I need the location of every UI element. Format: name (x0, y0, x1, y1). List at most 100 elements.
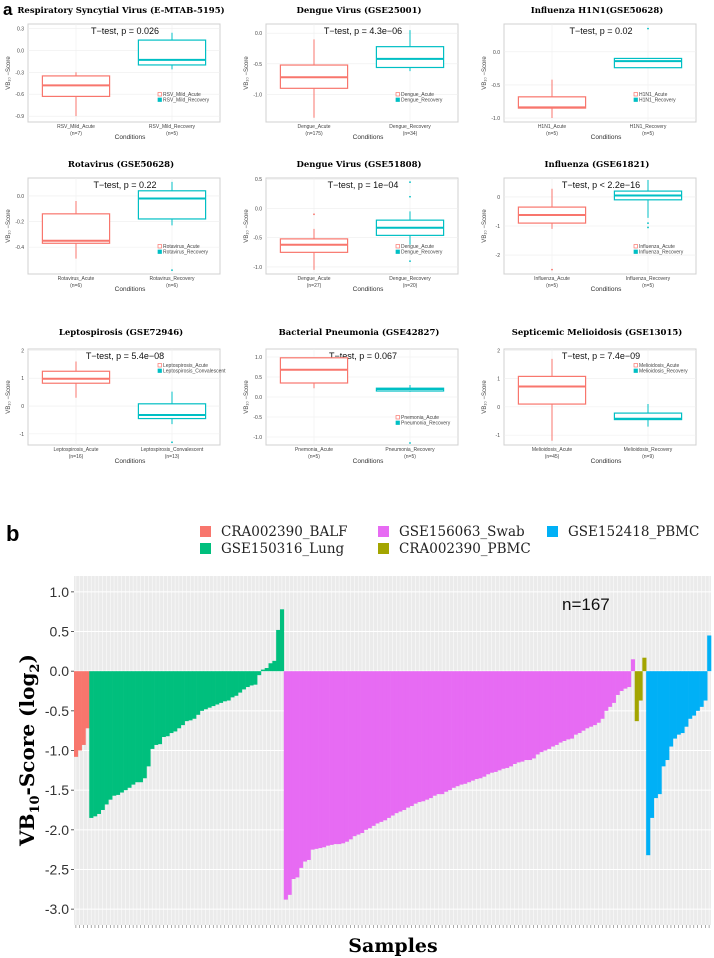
bar-GSE156063_Swab (413, 671, 418, 804)
bar-GSE150316_Lung (192, 671, 197, 719)
bar-GSE150316_Lung (161, 671, 166, 738)
bar-GSE156063_Swab (394, 671, 399, 814)
bar-GSE156063_Swab (527, 671, 533, 761)
legend-swatch (378, 526, 389, 537)
x-tick-label: Pnemonia_Acute (295, 447, 333, 453)
bar-GSE152418_PBMC (653, 671, 658, 799)
bar-GSE156063_Swab (291, 671, 296, 879)
bar-GSE156063_Swab (455, 671, 460, 787)
bar-GSE156063_Swab (588, 671, 594, 727)
box-recovery (613, 27, 683, 69)
y-axis-label-part: -Score (log (15, 673, 39, 796)
legend-key (157, 97, 162, 102)
x-axis-label: Conditions (591, 286, 622, 293)
legend-swatch (200, 543, 211, 554)
t-test-annotation: T−test, p = 0.026 (91, 26, 159, 36)
x-axis-label: Samples (348, 935, 437, 957)
box (41, 370, 111, 384)
bar-GSE150316_Lung (150, 671, 155, 749)
x-tick-label: Rotavirus_Recovery (149, 276, 195, 282)
y-tick-label: 2 (21, 348, 24, 354)
bar-GSE150316_Lung (264, 668, 269, 672)
bar-GSE150316_Lung (279, 609, 285, 672)
legend-key (633, 249, 638, 254)
bar-GSE156063_Swab (379, 671, 384, 822)
sample-count: (n=20) (403, 283, 418, 289)
legend-label: Dengue_Recovery (401, 250, 443, 256)
legend-key (395, 420, 400, 425)
legend-label: Rotavirus_Acute (163, 244, 200, 250)
y-tick-label: -1 (496, 224, 501, 230)
bar-GSE156063_Swab (417, 671, 422, 803)
boxplot-panel: Bacterial Pneumonia (GSE42827) 1.0 0.5 0.0 -… (244, 327, 459, 465)
bar-GSE156063_Swab (493, 671, 498, 772)
legend-swatch (200, 526, 211, 537)
plot-area (27, 348, 221, 446)
y-tick-label: 0.5 (50, 624, 70, 640)
bar-GSE152418_PBMC (665, 671, 670, 761)
legend-key (157, 363, 162, 368)
bar-GSE150316_Lung (104, 671, 109, 805)
bar-GSE152418_PBMC (657, 671, 662, 795)
boxplot-grid: Respiratory Syncytial Virus (E-MTAB-5195… (6, 5, 697, 465)
bar-GSE150316_Lung (268, 663, 273, 672)
bar-GSE156063_Swab (329, 671, 334, 845)
box (517, 375, 587, 405)
legend-label: H1N1_Recovery (639, 98, 676, 104)
t-test-annotation: T−test, p = 0.02 (569, 26, 632, 36)
box-acute (279, 213, 349, 270)
bar-GSE150316_Lung (100, 671, 105, 810)
legend-key (157, 368, 162, 373)
box (375, 46, 445, 69)
x-tick-label: Influenza_Acute (534, 276, 570, 282)
sample-count: (n=34) (403, 131, 418, 137)
legend-label: GSE152418_PBMC (568, 524, 699, 540)
chart-title: Respiratory Syncytial Virus (E-MTAB-5195… (17, 5, 224, 16)
bar-GSE156063_Swab (619, 671, 624, 692)
box-recovery (613, 180, 683, 229)
legend-key (157, 244, 162, 249)
sample-count: (n=16) (69, 454, 84, 460)
sample-count: (n=27) (307, 283, 322, 289)
box-recovery (137, 391, 207, 444)
sample-count: (n=5) (404, 454, 416, 460)
bar-GSE150316_Lung (241, 671, 246, 690)
legend-label: RSV_Mild_Recovery (163, 98, 210, 104)
y-axis-label: VB₁₀ −Score (482, 56, 488, 90)
bar-GSE156063_Swab (569, 671, 574, 739)
boxplot-panel: Dengue Virus (GSE51808) 0.5 0.0 -0.5 -1.0 VB₁… (244, 159, 459, 293)
boxplot-panel: Leptospirosis (GSE72946) 2 1 0 -1 VB₁₀ −Score… (6, 327, 226, 465)
sample-count: (n=13) (165, 454, 180, 460)
y-tick-label: 0.5 (255, 177, 262, 183)
plot-area (265, 23, 459, 123)
sample-count: (n=7) (70, 131, 82, 137)
bar-GSE156063_Swab (382, 671, 388, 821)
y-axis-label: VB₁₀ −Score (482, 209, 488, 243)
t-test-annotation: T−test, p = 0.22 (93, 180, 156, 190)
x-tick-label: Pneumonia_Recovery (385, 447, 435, 453)
y-axis-label-part: 2 (28, 664, 43, 673)
bar-GSE156063_Swab (371, 671, 376, 826)
y-tick-label: 0.0 (17, 194, 24, 200)
bar-GSE156063_Swab (489, 671, 494, 773)
y-axis-label: VB10-Score (log2) (15, 654, 43, 847)
legend-key (157, 249, 162, 254)
sample-count: (n=5) (642, 283, 654, 289)
bar-GSE150316_Lung (176, 671, 182, 729)
sample-count: (n=5) (546, 131, 558, 137)
y-axis-label: VB₁₀ −Score (244, 380, 250, 414)
bar-GSE156063_Swab (558, 671, 563, 743)
bar-GSE156063_Swab (375, 671, 380, 824)
outlier-point (647, 222, 649, 224)
bar-GSE152418_PBMC (688, 671, 693, 719)
legend-label: Pnemonia_Acute (401, 415, 439, 421)
bar-GSE150316_Lung (146, 671, 151, 767)
y-tick-label: 1 (21, 376, 24, 382)
boxplot-panel: Influenza H1N1(GSE50628) 0.0 -0.5 -1.0 VB₁₀ … (482, 5, 697, 141)
y-tick-label: 0 (497, 405, 500, 411)
legend-label: GSE156063_Swab (399, 524, 525, 540)
y-tick-label: 0 (21, 404, 24, 410)
bar-GSE156063_Swab (306, 671, 311, 860)
bar-GSE150316_Lung (276, 629, 281, 672)
legend-label: Rotavirus_Recovery (163, 250, 209, 256)
